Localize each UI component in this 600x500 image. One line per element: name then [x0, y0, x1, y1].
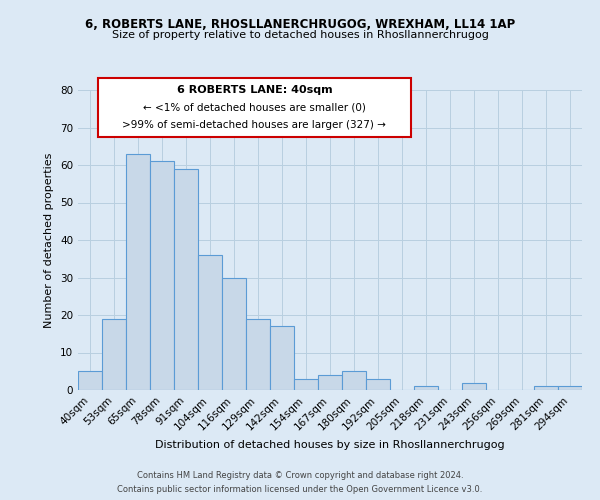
Bar [198, 255, 222, 390]
Bar [318, 375, 342, 390]
Bar [534, 386, 558, 390]
Text: Contains HM Land Registry data © Crown copyright and database right 2024.: Contains HM Land Registry data © Crown c… [137, 472, 463, 480]
Y-axis label: Number of detached properties: Number of detached properties [44, 152, 55, 328]
Bar [246, 319, 270, 390]
Text: 6, ROBERTS LANE, RHOSLLANERCHRUGOG, WREXHAM, LL14 1AP: 6, ROBERTS LANE, RHOSLLANERCHRUGOG, WREX… [85, 18, 515, 30]
Bar [150, 161, 174, 390]
FancyBboxPatch shape [98, 78, 410, 136]
Text: >99% of semi-detached houses are larger (327) →: >99% of semi-detached houses are larger … [122, 120, 386, 130]
Bar [462, 382, 486, 390]
Bar [126, 154, 150, 390]
Bar [414, 386, 438, 390]
Bar [102, 319, 126, 390]
Text: 6 ROBERTS LANE: 40sqm: 6 ROBERTS LANE: 40sqm [176, 86, 332, 96]
Text: Size of property relative to detached houses in Rhosllannerchrugog: Size of property relative to detached ho… [112, 30, 488, 40]
Bar [174, 169, 198, 390]
Bar [558, 386, 582, 390]
X-axis label: Distribution of detached houses by size in Rhosllannerchrugog: Distribution of detached houses by size … [155, 440, 505, 450]
Bar [342, 371, 366, 390]
Bar [294, 379, 318, 390]
Bar [270, 326, 294, 390]
Bar [366, 379, 390, 390]
Bar [78, 371, 102, 390]
Bar [222, 278, 246, 390]
Text: ← <1% of detached houses are smaller (0): ← <1% of detached houses are smaller (0) [143, 102, 366, 113]
Text: Contains public sector information licensed under the Open Government Licence v3: Contains public sector information licen… [118, 484, 482, 494]
